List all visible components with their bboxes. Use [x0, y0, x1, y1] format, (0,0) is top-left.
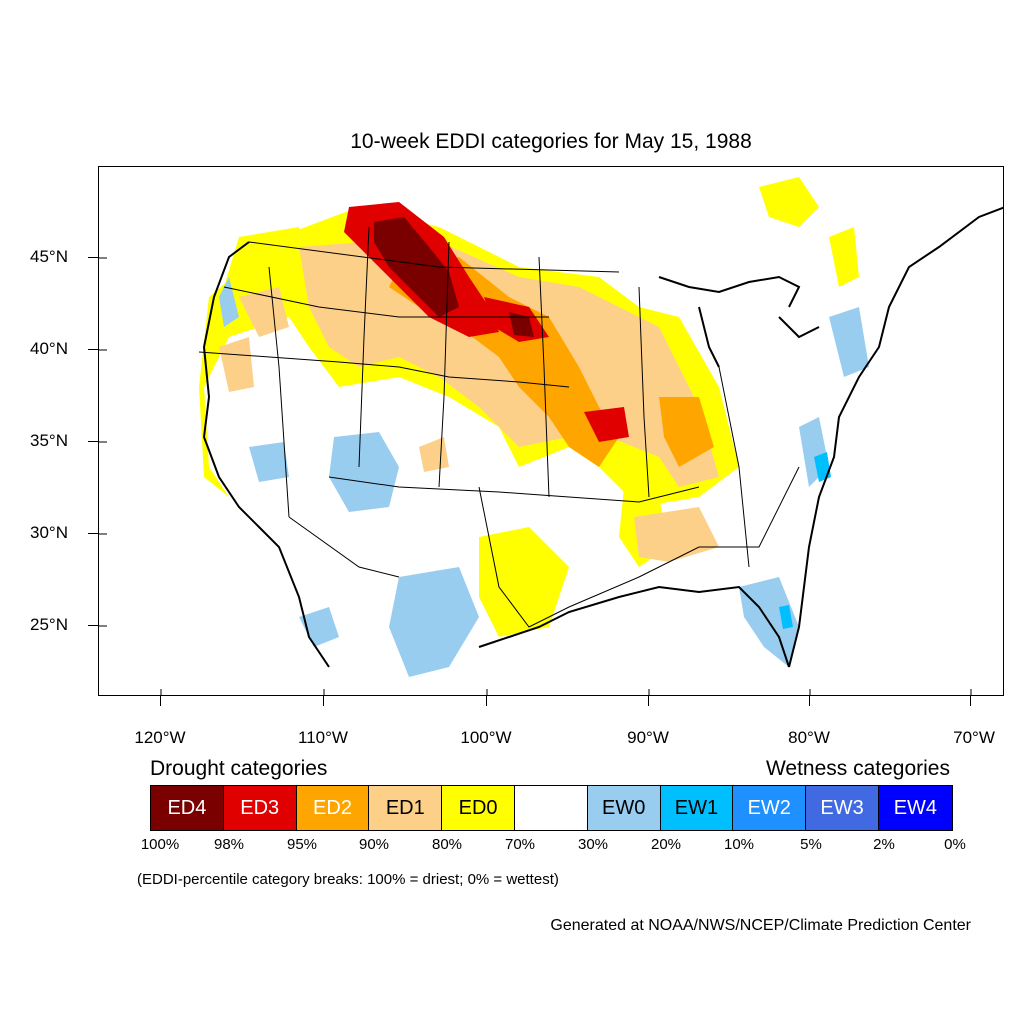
inner-ticks	[99, 257, 972, 695]
lon-tick	[160, 696, 161, 706]
lat-tick	[88, 349, 98, 350]
credit-text: Generated at NOAA/NWS/NCEP/Climate Predi…	[550, 917, 971, 934]
lat-tick	[88, 257, 98, 258]
lat-label-25: 25°N	[30, 615, 68, 634]
pct-10: 10%	[723, 836, 755, 853]
legend-ew1: EW1	[660, 786, 734, 830]
lon-label-110: 110°W	[298, 728, 348, 747]
pct-5: 5%	[800, 836, 822, 853]
pct-90: 90%	[358, 836, 390, 853]
lon-label-120: 120°W	[134, 728, 186, 747]
pct-70: 70%	[504, 836, 536, 853]
lat-tick	[88, 441, 98, 442]
lat-tick	[88, 533, 98, 534]
legend-ew3: EW3	[806, 786, 879, 830]
map-title: 10-week EDDI categories for May 15, 1988	[350, 130, 752, 153]
pct-98: 98%	[213, 836, 245, 853]
lon-tick	[486, 696, 487, 706]
legend-ed0: ED0	[442, 786, 515, 830]
legend-colorbar: ED4 ED3 ED2 ED1 ED0 EW0 EW1 EW2 EW3 EW4	[150, 785, 953, 831]
lon-label-100: 100°W	[460, 728, 512, 747]
pct-2: 2%	[873, 836, 895, 853]
coastlines	[202, 206, 1003, 668]
boundaries	[198, 226, 800, 628]
lon-label-80: 80°W	[788, 728, 830, 747]
lon-tick	[323, 696, 324, 706]
legend-ew4: EW4	[878, 786, 952, 830]
legend-ed1: ED1	[369, 786, 443, 830]
legend-ew0: EW0	[587, 786, 661, 830]
legend-ed3: ED3	[223, 786, 297, 830]
eddi-map	[99, 177, 1003, 695]
lat-label-35: 35°N	[30, 431, 68, 450]
pct-100: 100%	[140, 836, 180, 853]
pct-20: 20%	[650, 836, 682, 853]
pct-30: 30%	[577, 836, 609, 853]
ew0-areas	[219, 277, 869, 677]
pct-95: 95%	[286, 836, 318, 853]
lon-label-70: 70°W	[953, 728, 995, 747]
legend-ed4: ED4	[151, 786, 224, 830]
lon-label-90: 90°W	[627, 728, 669, 747]
ed4-areas	[374, 217, 534, 337]
pct-80: 80%	[431, 836, 463, 853]
lon-tick	[809, 696, 810, 706]
lat-tick	[88, 625, 98, 626]
legend-ed2: ED2	[296, 786, 370, 830]
lat-label-40: 40°N	[30, 339, 68, 358]
lat-label-45: 45°N	[30, 247, 68, 266]
pct-0: 0%	[944, 836, 966, 853]
drought-heading: Drought categories	[150, 757, 328, 780]
wetness-heading: Wetness categories	[765, 757, 950, 780]
lat-label-30: 30°N	[30, 523, 68, 542]
legend-note: (EDDI-percentile category breaks: 100% =…	[137, 871, 559, 888]
lon-tick	[648, 696, 649, 706]
lon-tick	[970, 696, 971, 706]
map-panel[interactable]	[98, 166, 1004, 696]
legend-ew2: EW2	[733, 786, 807, 830]
legend-neutral	[514, 786, 588, 830]
